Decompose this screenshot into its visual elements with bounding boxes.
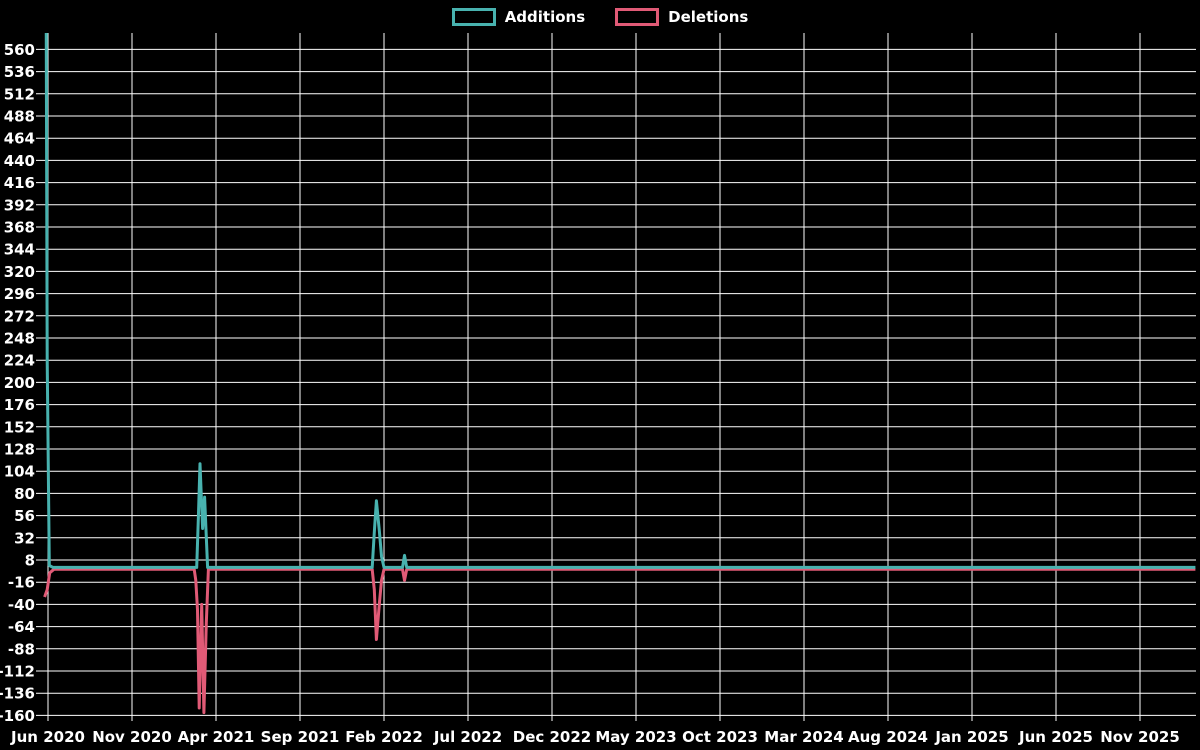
y-tick-label: 224: [4, 352, 35, 370]
y-tick-label: 200: [4, 374, 35, 392]
y-tick-label: -40: [8, 596, 35, 614]
legend-label-deletions: Deletions: [668, 7, 749, 26]
x-tick-label: Jan 2025: [934, 728, 1008, 746]
legend-label-additions: Additions: [504, 7, 586, 26]
y-tick-label: 512: [4, 85, 35, 103]
x-tick-label: Nov 2020: [92, 728, 172, 746]
series-lines: [43, 33, 1196, 715]
y-tick-label: 296: [4, 285, 35, 303]
y-tick-label: 416: [4, 174, 35, 192]
x-tick-label: Mar 2024: [764, 728, 843, 746]
additions-swatch-icon: [451, 7, 496, 26]
y-tick-label: -136: [0, 685, 35, 703]
y-tick-label: 440: [4, 152, 35, 170]
x-tick-label: Nov 2025: [1100, 728, 1180, 746]
gridlines: [36, 33, 1196, 721]
y-tick-label: -112: [0, 663, 35, 681]
y-tick-label: -88: [8, 640, 35, 658]
y-tick-label: 32: [14, 529, 35, 547]
y-tick-label: 128: [4, 441, 35, 459]
y-tick-label: 368: [4, 219, 35, 237]
y-tick-label: 488: [4, 108, 35, 126]
y-tick-label: 560: [4, 41, 35, 59]
y-tick-label: 8: [25, 552, 35, 570]
legend-item-additions[interactable]: Additions: [451, 7, 586, 26]
legend-item-deletions[interactable]: Deletions: [615, 7, 749, 26]
y-tick-label: 248: [4, 330, 35, 348]
x-tick-label: May 2023: [595, 728, 676, 746]
y-axis-labels: 560 536 512 488 464 440 416 392 368 344 320 296 272 2…: [0, 41, 35, 725]
x-tick-label: Oct 2023: [682, 728, 758, 746]
y-tick-label: 80: [14, 485, 35, 503]
x-tick-label: Sep 2021: [261, 728, 340, 746]
deletions-swatch-icon: [615, 7, 660, 26]
x-tick-label: Jun 2025: [1018, 728, 1093, 746]
x-tick-label: Dec 2022: [513, 728, 592, 746]
y-tick-label: 272: [4, 307, 35, 325]
y-tick-label: 176: [4, 396, 35, 414]
x-tick-label: Jul 2022: [433, 728, 502, 746]
y-tick-label: -160: [0, 707, 35, 725]
x-tick-label: Jun 2020: [10, 728, 85, 746]
y-tick-label: 464: [4, 130, 35, 148]
chart-legend: Additions Deletions: [0, 0, 1200, 33]
y-tick-label: 152: [4, 418, 35, 436]
y-tick-label: 344: [4, 241, 35, 259]
x-axis-labels: Jun 2020 Nov 2020 Apr 2021 Sep 2021 Feb 2022…: [10, 728, 1180, 746]
deletions-line: [43, 567, 1196, 715]
additions-line: [44, 33, 1196, 569]
y-tick-label: 104: [4, 463, 35, 481]
y-tick-label: -64: [8, 618, 35, 636]
y-tick-label: 392: [4, 196, 35, 214]
x-tick-label: Feb 2022: [345, 728, 423, 746]
y-tick-label: 56: [14, 507, 35, 525]
y-tick-label: -16: [8, 574, 35, 592]
y-tick-label: 536: [4, 63, 35, 81]
x-tick-label: Apr 2021: [178, 728, 255, 746]
y-tick-label: 320: [4, 263, 35, 281]
x-tick-label: Aug 2024: [848, 728, 928, 746]
